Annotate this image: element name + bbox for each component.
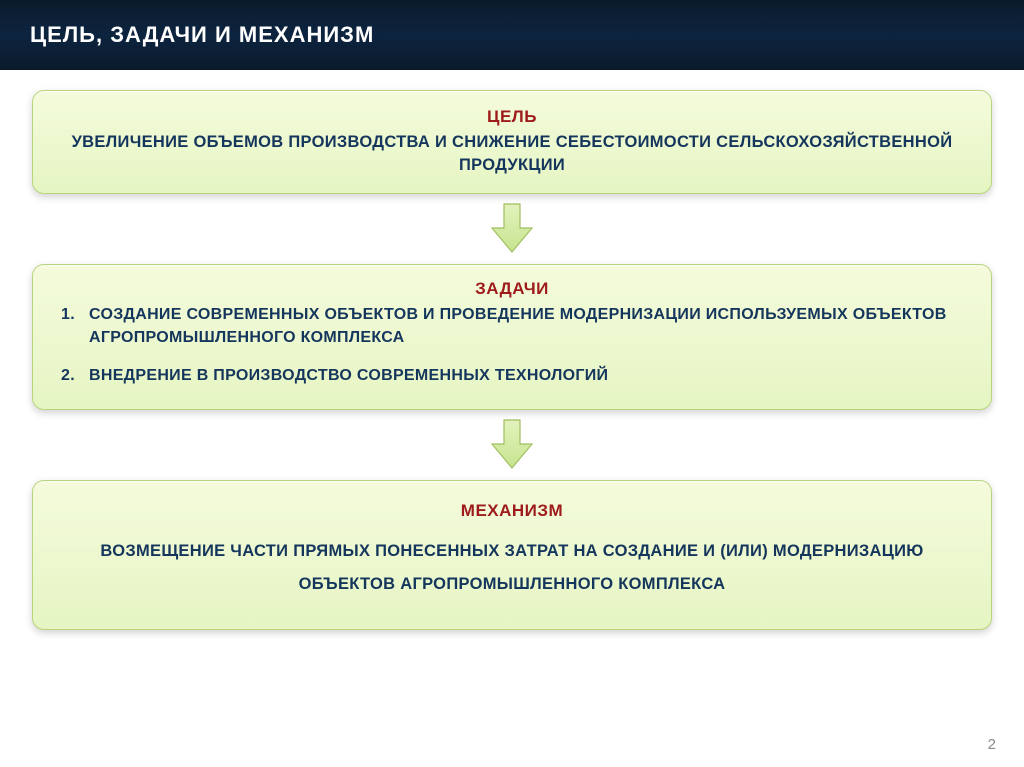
goal-box: ЦЕЛЬ УВЕЛИЧЕНИЕ ОБЪЕМОВ ПРОИЗВОДСТВА И С…	[32, 90, 992, 194]
down-arrow-icon	[490, 202, 534, 254]
arrow-goal-to-tasks	[490, 202, 534, 254]
down-arrow-icon	[490, 418, 534, 470]
mechanism-box: МЕХАНИЗМ ВОЗМЕЩЕНИЕ ЧАСТИ ПРЯМЫХ ПОНЕСЕН…	[32, 480, 992, 630]
mechanism-title: МЕХАНИЗМ	[61, 501, 963, 521]
task-text: ВНЕДРЕНИЕ В ПРОИЗВОДСТВО СОВРЕМЕННЫХ ТЕХ…	[89, 364, 608, 387]
mechanism-body: ВОЗМЕЩЕНИЕ ЧАСТИ ПРЯМЫХ ПОНЕСЕННЫХ ЗАТРА…	[61, 531, 963, 605]
arrow-tasks-to-mechanism	[490, 418, 534, 470]
task-number: 1.	[61, 303, 89, 349]
goal-body: УВЕЛИЧЕНИЕ ОБЪЕМОВ ПРОИЗВОДСТВА И СНИЖЕН…	[61, 131, 963, 177]
tasks-title: ЗАДАЧИ	[61, 279, 963, 299]
tasks-box: ЗАДАЧИ 1. СОЗДАНИЕ СОВРЕМЕННЫХ ОБЪЕКТОВ …	[32, 264, 992, 410]
page-number: 2	[988, 736, 996, 753]
task-item: 2. ВНЕДРЕНИЕ В ПРОИЗВОДСТВО СОВРЕМЕННЫХ …	[61, 364, 963, 387]
slide-title: ЦЕЛЬ, ЗАДАЧИ И МЕХАНИЗМ	[30, 22, 374, 47]
task-item: 1. СОЗДАНИЕ СОВРЕМЕННЫХ ОБЪЕКТОВ И ПРОВЕ…	[61, 303, 963, 349]
task-text: СОЗДАНИЕ СОВРЕМЕННЫХ ОБЪЕКТОВ И ПРОВЕДЕН…	[89, 303, 963, 349]
content-area: ЦЕЛЬ УВЕЛИЧЕНИЕ ОБЪЕМОВ ПРОИЗВОДСТВА И С…	[0, 70, 1024, 640]
goal-title: ЦЕЛЬ	[61, 107, 963, 127]
slide-header: ЦЕЛЬ, ЗАДАЧИ И МЕХАНИЗМ	[0, 0, 1024, 70]
tasks-list: 1. СОЗДАНИЕ СОВРЕМЕННЫХ ОБЪЕКТОВ И ПРОВЕ…	[61, 303, 963, 387]
task-number: 2.	[61, 364, 89, 387]
